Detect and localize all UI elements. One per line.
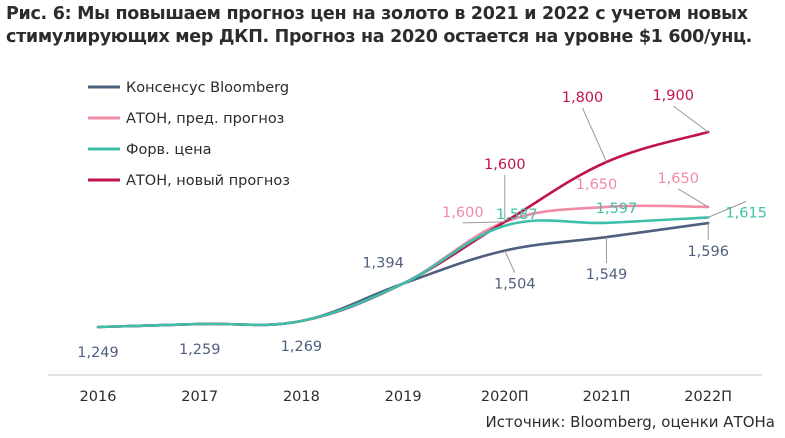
legend-item-aton-prev-label: АТОН, пред. прогноз [126,111,284,127]
forward-price-data-label: 1,587 [496,207,538,223]
label-leader-line [504,250,516,273]
legend-item-consensus-label: Консенсус Bloomberg [126,80,289,96]
forward-price-data-label: 1,597 [596,201,638,217]
label-leader-line [462,221,505,224]
label-leader-line [677,188,709,208]
aton-new-data-label: 1,800 [562,90,604,106]
consensus-data-label: 1,549 [586,267,628,283]
x-tick-label: 2019 [385,389,422,405]
legend-item-aton-new-label: АТОН, новый прогноз [126,173,290,189]
x-tick-label: 2022П [684,389,732,405]
consensus-data-label: 1,504 [494,277,536,293]
x-tick-label: 2021П [583,389,631,405]
x-tick-label: 2017 [181,389,218,405]
forward-price-data-label: 1,615 [725,205,767,221]
aton-new-line [96,130,710,329]
x-tick-label: 2018 [283,389,320,405]
aton-prev-data-label: 1,650 [576,177,618,193]
forward-price-line [96,216,710,329]
consensus-data-label: 1,269 [281,339,323,355]
aton-new-data-label: 1,600 [484,157,526,173]
label-leader-line [672,105,709,133]
consensus-data-label: 1,249 [77,345,119,361]
x-tick-label: 2020П [481,389,529,405]
aton-prev-data-label: 1,650 [657,171,699,187]
consensus-data-label: 1,259 [179,342,221,358]
x-tick-label: 2016 [80,389,117,405]
chart-title: Рис. 6: Мы повышаем прогноз цен на золот… [6,4,753,47]
label-leader-line [708,200,747,218]
consensus-data-label: 1,596 [687,244,729,260]
source-note: Источник: Bloomberg, оценки АТОНа [485,413,775,431]
consensus-data-label: 1,394 [362,256,404,272]
label-leader-line [582,107,607,163]
aton-prev-data-label: 1,600 [442,205,484,221]
legend-item-forward-price-label: Форв. цена [126,142,211,158]
aton-new-data-label: 1,900 [652,88,694,104]
